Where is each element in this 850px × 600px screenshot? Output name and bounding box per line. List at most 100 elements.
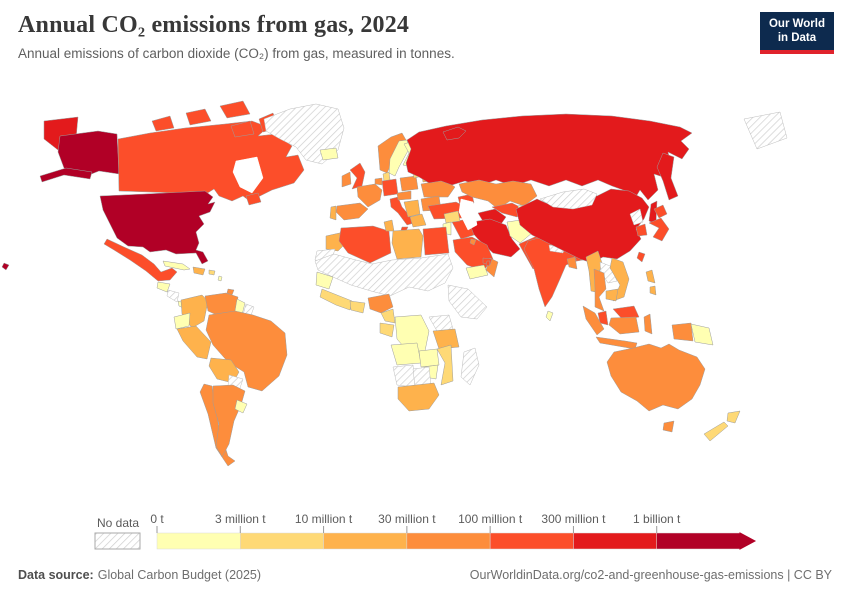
country-indonesia-papua[interactable] bbox=[671, 322, 694, 342]
country-bangladesh[interactable] bbox=[566, 256, 578, 270]
country-denmark[interactable] bbox=[382, 171, 391, 182]
country-nicaragua[interactable] bbox=[166, 289, 180, 303]
owid-logo-line2: in Data bbox=[777, 32, 817, 45]
country-south-korea[interactable] bbox=[635, 223, 648, 237]
country-netherlands[interactable] bbox=[374, 177, 383, 186]
country-indonesia-borneo[interactable] bbox=[608, 316, 640, 335]
legend-bin-6[interactable] bbox=[656, 532, 741, 550]
footer-link[interactable]: OurWorldinData.org/co2-and-greenhouse-ga… bbox=[469, 568, 832, 582]
country-arctic-islands[interactable] bbox=[743, 111, 788, 150]
country-united-kingdom[interactable] bbox=[349, 162, 366, 190]
country-iceland[interactable] bbox=[319, 147, 339, 161]
country-angola[interactable] bbox=[390, 342, 422, 366]
country-canada-island-1[interactable] bbox=[151, 115, 175, 132]
country-russia-novaya-zemlya[interactable] bbox=[442, 126, 467, 141]
country-qatar[interactable] bbox=[485, 260, 491, 267]
country-uruguay[interactable] bbox=[234, 399, 248, 414]
country-sahara-region[interactable] bbox=[314, 253, 454, 297]
legend-bin-0[interactable] bbox=[156, 532, 241, 550]
country-east-africa[interactable] bbox=[428, 314, 454, 332]
country-kuwait[interactable] bbox=[469, 238, 477, 246]
country-indonesia-java[interactable] bbox=[595, 336, 638, 350]
country-cameroon[interactable] bbox=[380, 308, 396, 324]
legend-bin-4[interactable] bbox=[489, 532, 574, 550]
country-laos[interactable] bbox=[599, 261, 618, 284]
country-horn-of-africa[interactable] bbox=[447, 284, 488, 320]
country-guinea-coast[interactable] bbox=[319, 288, 353, 311]
country-greece[interactable] bbox=[409, 213, 427, 228]
owid-logo[interactable]: Our World in Data bbox=[759, 12, 834, 54]
country-new-zealand-north[interactable] bbox=[726, 410, 741, 424]
country-sweden[interactable] bbox=[388, 139, 410, 177]
country-algeria[interactable] bbox=[338, 225, 392, 264]
country-balkans[interactable] bbox=[403, 199, 421, 218]
country-cambodia[interactable] bbox=[605, 288, 619, 302]
country-indonesia-sulawesi[interactable] bbox=[643, 313, 653, 335]
country-lesser-antilles[interactable] bbox=[217, 275, 223, 282]
country-japan[interactable] bbox=[648, 217, 670, 242]
country-mozambique[interactable] bbox=[436, 344, 454, 386]
country-ireland[interactable] bbox=[341, 171, 352, 188]
country-philippines[interactable] bbox=[645, 269, 656, 284]
country-puerto-rico[interactable] bbox=[208, 269, 216, 276]
country-portugal[interactable] bbox=[329, 205, 337, 221]
legend-bin-3[interactable] bbox=[406, 532, 491, 550]
country-gabon[interactable] bbox=[379, 322, 395, 338]
country-united-states-aleutians[interactable] bbox=[39, 167, 93, 183]
country-guatemala[interactable] bbox=[156, 281, 171, 293]
country-mexico[interactable] bbox=[103, 238, 178, 282]
country-ecuador[interactable] bbox=[173, 312, 191, 330]
legend-bin-5[interactable] bbox=[573, 532, 657, 550]
country-ghana[interactable] bbox=[349, 300, 366, 314]
country-indonesia-sumatra[interactable] bbox=[582, 305, 605, 336]
country-canada-island-2[interactable] bbox=[185, 108, 212, 126]
country-north-korea[interactable] bbox=[629, 208, 644, 226]
country-poland[interactable] bbox=[399, 175, 419, 192]
country-canada-newfoundland[interactable] bbox=[245, 192, 262, 206]
country-peru[interactable] bbox=[176, 325, 212, 360]
legend-no-data-swatch[interactable] bbox=[94, 532, 141, 550]
country-mongolia[interactable] bbox=[539, 188, 598, 210]
country-philippines-south[interactable] bbox=[649, 285, 657, 296]
country-taiwan[interactable] bbox=[636, 251, 646, 263]
country-france[interactable] bbox=[356, 183, 383, 208]
country-cuba[interactable] bbox=[162, 260, 191, 271]
country-thailand[interactable] bbox=[593, 268, 607, 312]
country-namibia[interactable] bbox=[392, 364, 416, 388]
country-united-states-alaska[interactable] bbox=[57, 130, 120, 178]
country-austria[interactable] bbox=[396, 190, 412, 201]
country-syria[interactable] bbox=[443, 210, 461, 224]
country-dominican-republic[interactable] bbox=[192, 266, 206, 276]
country-sri-lanka[interactable] bbox=[545, 310, 554, 322]
country-senegal[interactable] bbox=[315, 271, 334, 290]
legend-bin-1[interactable] bbox=[240, 532, 324, 550]
country-madagascar[interactable] bbox=[460, 347, 480, 386]
country-australia[interactable] bbox=[606, 343, 706, 412]
country-australia-tasmania[interactable] bbox=[662, 420, 675, 433]
country-spain[interactable] bbox=[335, 202, 369, 221]
country-south-africa[interactable] bbox=[397, 382, 440, 412]
country-tunisia[interactable] bbox=[383, 219, 395, 232]
country-germany[interactable] bbox=[381, 178, 399, 197]
country-libya[interactable] bbox=[391, 228, 424, 260]
country-malaysia-borneo[interactable] bbox=[612, 305, 640, 321]
country-brazil[interactable] bbox=[205, 310, 288, 392]
country-malaysia[interactable] bbox=[597, 310, 609, 326]
country-vietnam[interactable] bbox=[609, 257, 630, 302]
country-canada-island-4[interactable] bbox=[230, 120, 255, 138]
country-papua-new-guinea[interactable] bbox=[690, 323, 714, 346]
legend-bin-2[interactable] bbox=[323, 532, 408, 550]
country-yemen[interactable] bbox=[465, 264, 489, 280]
country-canada-island-3[interactable] bbox=[219, 100, 251, 119]
country-new-zealand-south[interactable] bbox=[703, 421, 729, 442]
country-united-states[interactable] bbox=[99, 190, 216, 265]
country-russia-kamchatka[interactable] bbox=[656, 152, 679, 201]
country-egypt[interactable] bbox=[422, 226, 450, 256]
country-japan-hokkaido[interactable] bbox=[653, 204, 668, 219]
country-tanzania[interactable] bbox=[432, 328, 460, 350]
country-united-states-hawaii[interactable] bbox=[1, 262, 10, 271]
country-nigeria[interactable] bbox=[367, 293, 394, 314]
country-zambia[interactable] bbox=[418, 348, 440, 368]
owid-logo-line1: Our World bbox=[768, 18, 825, 30]
